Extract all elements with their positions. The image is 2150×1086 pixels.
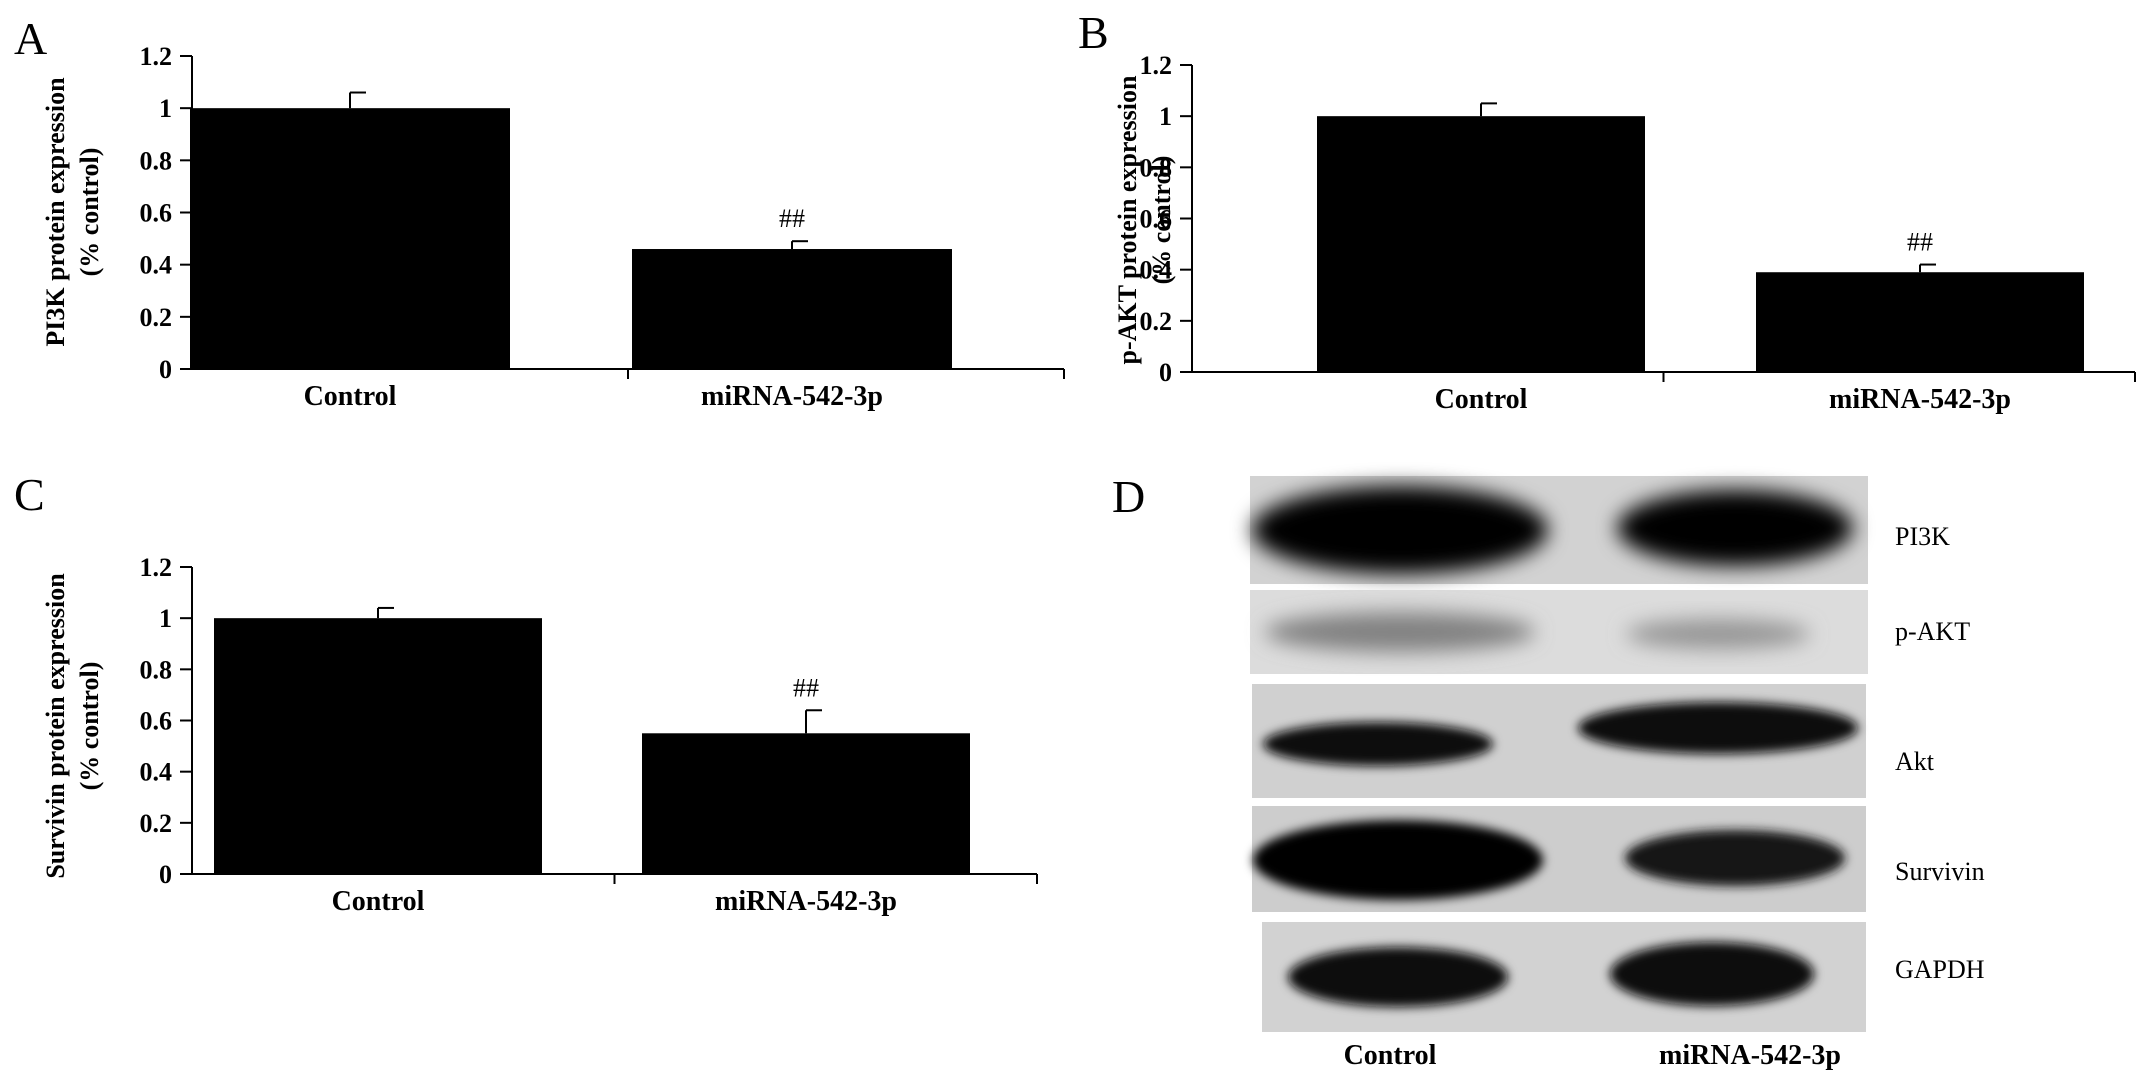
category-label: Control xyxy=(304,381,397,412)
y-axis-label-line: Survivin protein expression xyxy=(41,573,70,879)
blot-band xyxy=(1625,830,1845,886)
y-tick-label: 0.2 xyxy=(1140,307,1173,336)
y-tick-label: 0 xyxy=(159,355,172,384)
y-axis-label: Survivin protein expression (% control) xyxy=(41,573,104,879)
chart-c: 0 0.2 0.4 0.6 0.8 1 1.2 Control ## miRNA-542-3p Su… xyxy=(41,553,1038,917)
bar xyxy=(1756,272,2084,372)
blot-row-label: Survivin xyxy=(1895,857,1985,886)
y-tick-label: 0.2 xyxy=(140,303,173,332)
blot-band xyxy=(1578,702,1858,754)
y-tick-label: 0.4 xyxy=(140,758,173,787)
y-tick-label: 1.2 xyxy=(140,42,173,71)
category-label: Control xyxy=(332,886,425,917)
y-tick-label: 0.4 xyxy=(140,251,173,280)
y-tick-label: 0 xyxy=(1159,358,1172,387)
blot-band xyxy=(1617,490,1853,566)
blot-band xyxy=(1288,947,1508,1007)
y-axis-label: p-AKT protein expression (% control) xyxy=(1113,75,1176,364)
blot-band xyxy=(1265,612,1535,652)
significance-label: ## xyxy=(779,204,805,233)
panel-letter-a: A xyxy=(14,13,47,64)
y-tick-label: 0.4 xyxy=(1140,256,1173,285)
chart-b: 0 0.2 0.4 0.6 0.8 1 1.2 Control ## miRNA-542-3p p-… xyxy=(1113,51,2136,415)
significance-label: ## xyxy=(793,673,819,702)
blot-band xyxy=(1252,486,1548,574)
blot-lane-label: Control xyxy=(1344,1040,1437,1071)
y-tick-label: 0 xyxy=(159,860,172,889)
y-tick-label: 1 xyxy=(1159,102,1172,131)
category-label: miRNA-542-3p xyxy=(701,381,883,412)
blot-row-label: PI3K xyxy=(1895,522,1950,551)
panel-letter-d: D xyxy=(1112,471,1145,522)
bar xyxy=(1317,116,1645,373)
chart-a: 0 0.2 0.4 0.6 0.8 1 1.2 Control ## miRNA-542-3p PI… xyxy=(41,42,1065,412)
y-tick-label: 1 xyxy=(159,94,172,123)
y-tick-label: 0.8 xyxy=(140,655,173,684)
bar xyxy=(214,618,542,874)
bar xyxy=(642,733,970,874)
y-tick-label: 1.2 xyxy=(140,553,173,582)
y-axis-label: PI3K protein expression (% control) xyxy=(41,77,104,347)
significance-label: ## xyxy=(1907,228,1933,257)
bar xyxy=(190,108,510,370)
category-label: miRNA-542-3p xyxy=(1829,384,2011,415)
y-tick-label: 1.2 xyxy=(1140,51,1173,80)
y-tick-label: 0.6 xyxy=(140,199,173,228)
y-axis-label-line: (% control) xyxy=(1147,156,1176,285)
y-axis-label-line: PI3K protein expression xyxy=(41,77,70,347)
y-tick-label: 0.8 xyxy=(1140,153,1173,182)
category-label: miRNA-542-3p xyxy=(715,886,897,917)
blot-band xyxy=(1610,942,1814,1006)
western-blot: PI3K p-AKT Akt Survivin GAPDH Control miRNA-54… xyxy=(1250,476,1985,1071)
y-tick-label: 0.2 xyxy=(140,809,173,838)
y-axis-label-line: (% control) xyxy=(75,662,104,791)
category-label: Control xyxy=(1435,384,1528,415)
blot-row-label: p-AKT xyxy=(1895,617,1970,646)
blot-band xyxy=(1253,820,1543,900)
blot-row-label: Akt xyxy=(1895,747,1935,776)
bar xyxy=(632,249,952,369)
blot-lane-label: miRNA-542-3p xyxy=(1659,1040,1841,1071)
blot-band xyxy=(1263,722,1493,766)
y-tick-label: 0.6 xyxy=(140,707,173,736)
panel-letter-c: C xyxy=(14,469,45,520)
blot-band xyxy=(1626,619,1810,649)
y-axis-label-line: p-AKT protein expression xyxy=(1113,75,1142,364)
y-tick-label: 1 xyxy=(159,604,172,633)
y-tick-label: 0.8 xyxy=(140,146,173,175)
y-tick-label: 0.6 xyxy=(1140,205,1173,234)
panel-letter-b: B xyxy=(1078,7,1109,58)
y-axis-label-line: (% control) xyxy=(75,148,104,277)
blot-row-label: GAPDH xyxy=(1895,955,1985,984)
